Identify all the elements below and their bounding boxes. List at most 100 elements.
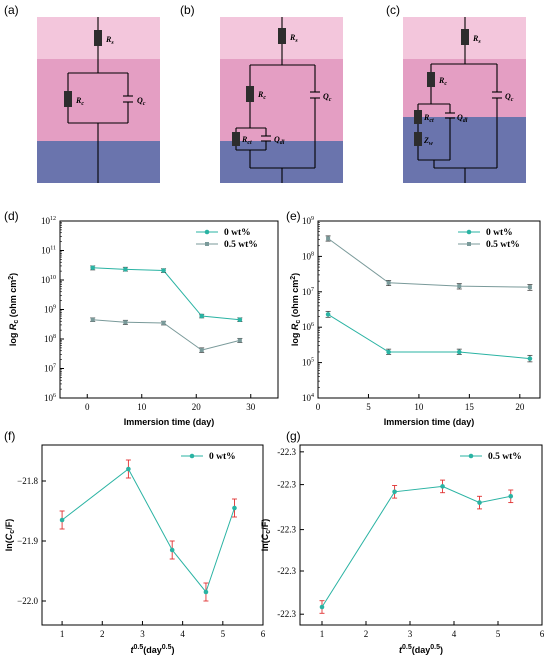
label-rs: Rs xyxy=(289,33,298,44)
data-point xyxy=(203,589,209,595)
panel-label-b: (b) xyxy=(180,3,195,17)
data-point xyxy=(392,489,397,495)
plot-frame xyxy=(41,444,264,626)
label-rs: Rs xyxy=(472,34,481,45)
series-line xyxy=(92,267,240,321)
chart-d: 106 107 108 109 1010 1011 1012 0 10 20 30 Immersion… xyxy=(8,216,279,427)
y-tick-label: −21.9 xyxy=(17,536,38,546)
x-tick-label: 2 xyxy=(364,629,369,639)
y-tick-label: 108 xyxy=(302,251,314,261)
label-qdl: Qdl xyxy=(274,135,285,146)
x-axis-label: t0.5(day0.5) xyxy=(399,644,443,655)
data-point xyxy=(527,356,533,361)
data-point xyxy=(123,320,128,325)
data-point xyxy=(440,484,445,489)
legend-marker xyxy=(204,229,210,235)
legend-marker xyxy=(466,229,472,235)
y-axis-label: log Rc (ohm cm2) xyxy=(8,273,20,346)
x-tick-label: 2 xyxy=(100,629,105,639)
series-line xyxy=(327,313,530,360)
y-tick-label: 104 xyxy=(302,393,314,403)
series-line xyxy=(321,485,511,608)
x-tick-label: 5 xyxy=(496,629,501,639)
x-tick-label: 5 xyxy=(366,402,371,412)
label-rc: Rc xyxy=(257,90,266,101)
label-zw: Zw xyxy=(423,136,434,147)
y-tick-label: −21.8 xyxy=(17,476,38,486)
y-axis-label: ln(Cc/F) xyxy=(4,519,16,551)
data-point xyxy=(169,547,175,553)
resistor-rs xyxy=(278,28,286,44)
chart-f: 1 2 3 4 5 6 −21.8 −21.9 −22.0 t0.5(day0.5) ln(Cc/F… xyxy=(4,444,266,655)
data-point xyxy=(161,268,166,273)
y-tick-label: 109 xyxy=(44,305,56,315)
layer-coating xyxy=(220,59,343,141)
legend-label: 0.5 wt% xyxy=(224,240,258,250)
y-axis-label: log Rc (ohm cm2) xyxy=(290,273,302,346)
impedance-zw xyxy=(414,132,422,146)
x-tick-label: 4 xyxy=(180,629,185,639)
series-line xyxy=(61,468,235,594)
data-point xyxy=(319,604,325,610)
x-tick-label: 10 xyxy=(414,402,424,412)
y-tick-label: -22.3 xyxy=(277,447,296,457)
panel-label-c: (c) xyxy=(386,3,400,17)
label-rct: Rct xyxy=(423,113,434,124)
legend-label: 0 wt% xyxy=(486,228,513,238)
y-tick-label: 107 xyxy=(44,364,56,374)
data-point xyxy=(232,505,237,511)
data-point xyxy=(59,517,65,523)
circuit-c: Rs Qc Rc Rct Qdl Zw xyxy=(403,17,526,183)
chart-g: 1 2 3 4 5 6 -22.3 -22.3 -22.3 -22.3 -22.3 t0.5(day0… xyxy=(260,444,545,655)
label-rct: Rct xyxy=(241,135,252,146)
x-tick-label: 6 xyxy=(261,629,266,639)
x-tick-label: 15 xyxy=(465,402,475,412)
data-point xyxy=(199,348,204,353)
y-tick-label: 107 xyxy=(302,287,314,297)
y-tick-label: -22.3 xyxy=(277,525,296,535)
data-point xyxy=(199,313,204,319)
resistor-rs xyxy=(94,30,102,46)
data-point xyxy=(386,280,391,285)
y-tick-label: -22.3 xyxy=(277,566,296,576)
label-rc: Rc xyxy=(75,96,84,107)
y-tick-label: -22.3 xyxy=(277,480,296,490)
data-point xyxy=(508,494,514,499)
x-tick-label: 30 xyxy=(246,402,256,412)
data-point xyxy=(237,317,243,323)
layer-coating xyxy=(403,59,526,117)
x-axis-label: Immersion time (day) xyxy=(124,417,215,427)
resistor-rc xyxy=(246,86,254,102)
legend-marker xyxy=(468,453,474,459)
y-tick-label: 1012 xyxy=(41,216,56,226)
y-tick-label: 1011 xyxy=(41,246,56,256)
data-point xyxy=(161,320,166,325)
label-qdl: Qdl xyxy=(457,113,468,124)
data-point xyxy=(386,349,391,355)
legend-marker xyxy=(467,242,471,246)
legend-label: 0.5 wt% xyxy=(486,240,520,250)
data-point xyxy=(326,236,331,241)
x-tick-label: 6 xyxy=(540,629,545,639)
legend-label: 0.5 wt% xyxy=(488,452,522,462)
panel-label-e: (e) xyxy=(286,209,301,223)
plot-frame xyxy=(299,444,543,626)
x-tick-label: 1 xyxy=(60,629,65,639)
resistor-rc xyxy=(427,72,435,87)
x-tick-label: 3 xyxy=(140,629,145,639)
data-point xyxy=(90,317,95,322)
label-qc: Qc xyxy=(505,92,514,103)
x-tick-label: 10 xyxy=(137,402,147,412)
circuit-b: Rs Qc Rc Rct Qdl xyxy=(220,17,343,183)
x-tick-label: 0 xyxy=(85,402,90,412)
panel-label-a: (a) xyxy=(4,3,19,17)
circuit-a: Rs Rc Qc xyxy=(37,17,160,183)
data-point xyxy=(325,312,331,317)
resistor-rct xyxy=(232,132,240,146)
data-point xyxy=(456,349,462,355)
label-rs: Rs xyxy=(105,35,114,46)
panel-label-g: (g) xyxy=(286,429,301,443)
series-line xyxy=(327,238,530,288)
plot-frame xyxy=(317,220,541,399)
